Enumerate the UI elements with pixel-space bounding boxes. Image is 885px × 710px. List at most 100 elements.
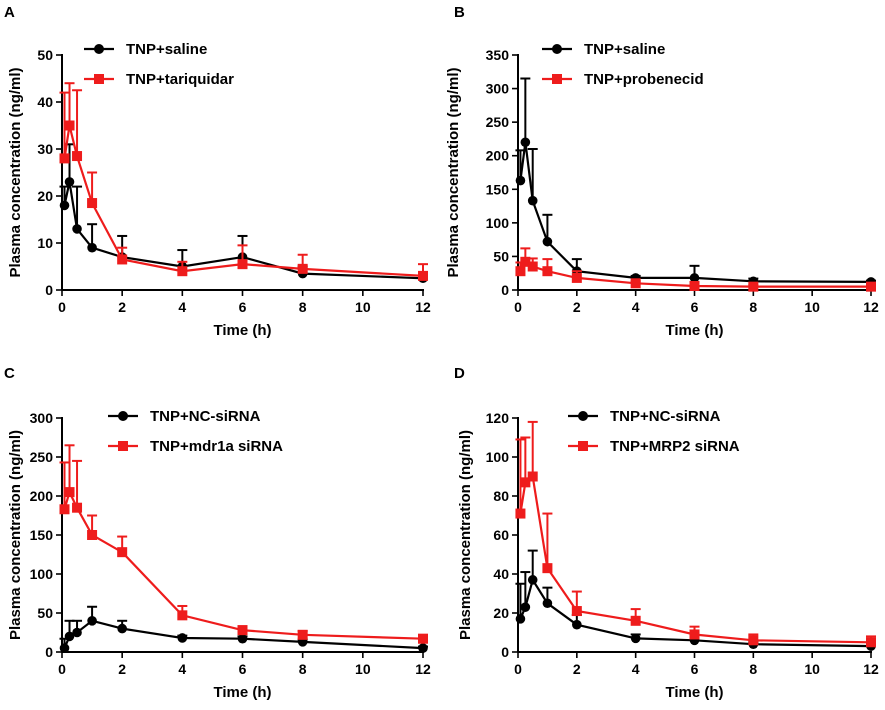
legend-label: TNP+probenecid [584, 71, 704, 88]
legend-marker [552, 74, 562, 84]
data-point [542, 563, 553, 574]
data-point [542, 598, 553, 609]
legend-entry: TNP+probenecid [542, 71, 704, 88]
y-tick-label: 350 [486, 47, 510, 63]
data-point [87, 616, 97, 626]
y-tick-label: 150 [30, 527, 54, 543]
data-point [72, 224, 82, 234]
data-point [59, 200, 70, 211]
data-point [117, 254, 128, 265]
legend-entry: TNP+saline [542, 41, 665, 58]
x-axis-title: Time (h) [213, 322, 271, 339]
y-tick-label: 120 [486, 410, 510, 426]
x-axis-title: Time (h) [665, 322, 723, 339]
data-point [64, 631, 75, 642]
y-tick-label: 0 [501, 282, 509, 298]
x-tick-label: 2 [118, 661, 126, 677]
panel-letter: B [454, 4, 465, 21]
series-line [519, 474, 872, 644]
data-point [520, 602, 531, 612]
data-point [117, 547, 128, 558]
legend-label: TNP+saline [584, 41, 665, 58]
data-point [515, 266, 526, 277]
data-point [866, 281, 876, 292]
y-tick-label: 200 [30, 488, 54, 504]
x-tick-label: 2 [573, 661, 581, 677]
data-point [87, 530, 98, 540]
legend-marker [94, 44, 104, 54]
legend-entry: TNP+NC-siRNA [108, 408, 261, 425]
data-point [689, 280, 700, 291]
y-tick-label: 0 [501, 644, 509, 660]
y-tick-label: 300 [30, 410, 54, 426]
x-tick-label: 6 [239, 661, 247, 677]
y-tick-label: 30 [37, 141, 53, 157]
series-treatment [59, 82, 428, 281]
data-point [630, 278, 641, 289]
panel-a: A 0 10 20 30 40 50 0 2 4 6 8 10 12 Time (h) Plasma conc… [4, 4, 431, 339]
x-tick-label: 2 [118, 299, 126, 315]
x-tick-label: 8 [749, 661, 757, 677]
x-axis-title: Time (h) [665, 684, 723, 701]
data-point [237, 625, 248, 636]
panel-d: D 0 20 40 60 80 100 120 0 2 4 6 8 10 12 Time (h) Plasma … [454, 365, 879, 701]
data-point [571, 272, 582, 283]
x-tick-label: 8 [299, 299, 307, 315]
data-point [237, 259, 248, 270]
data-point [520, 477, 531, 488]
data-point [515, 508, 526, 519]
data-point [64, 487, 75, 498]
y-tick-label: 60 [493, 527, 509, 543]
data-point [297, 263, 308, 274]
legend-marker [94, 74, 104, 84]
y-axis-title: Plasma concentration (ng/ml) [7, 67, 24, 277]
series-line [63, 489, 424, 640]
x-tick-label: 12 [415, 661, 431, 677]
legend-label: TNP+saline [126, 41, 207, 58]
x-tick-label: 10 [804, 661, 820, 677]
legend-label: TNP+tariquidar [126, 71, 234, 88]
data-point [527, 471, 538, 482]
data-point [866, 637, 876, 648]
data-point [520, 256, 531, 267]
y-axis-title: Plasma concentration (ng/ml) [457, 430, 474, 640]
y-tick-label: 10 [37, 235, 53, 251]
y-tick-label: 50 [37, 47, 53, 63]
x-axis-title: Time (h) [213, 684, 271, 701]
data-point [87, 198, 98, 209]
panel-letter: A [4, 4, 15, 21]
data-point [748, 635, 759, 646]
data-point [542, 266, 553, 277]
data-point [59, 504, 70, 515]
legend-marker [578, 441, 588, 451]
x-tick-label: 4 [632, 661, 640, 677]
legend-entry: TNP+NC-siRNA [568, 408, 721, 425]
data-point [72, 627, 82, 638]
y-tick-label: 20 [493, 605, 509, 621]
series-line [519, 142, 872, 283]
y-tick-label: 80 [493, 488, 509, 504]
x-tick-label: 12 [415, 299, 431, 315]
data-point [72, 502, 83, 513]
y-tick-label: 100 [486, 215, 510, 231]
x-tick-label: 6 [691, 661, 699, 677]
data-point [571, 606, 582, 617]
legend-label: TNP+mdr1a siRNA [150, 438, 283, 455]
data-point [72, 151, 83, 162]
legend-label: TNP+MRP2 siRNA [610, 438, 740, 455]
x-tick-label: 0 [514, 299, 522, 315]
data-point [177, 266, 188, 277]
data-point [418, 270, 428, 281]
series-treatment [515, 420, 876, 648]
panel-letter: C [4, 365, 15, 382]
x-tick-label: 8 [299, 661, 307, 677]
series-treatment [515, 247, 876, 292]
y-tick-label: 40 [493, 566, 509, 582]
data-point [630, 633, 641, 644]
data-point [542, 236, 553, 247]
data-point [59, 153, 70, 164]
data-point [64, 177, 75, 187]
data-point [418, 643, 428, 653]
y-tick-label: 200 [486, 148, 510, 164]
